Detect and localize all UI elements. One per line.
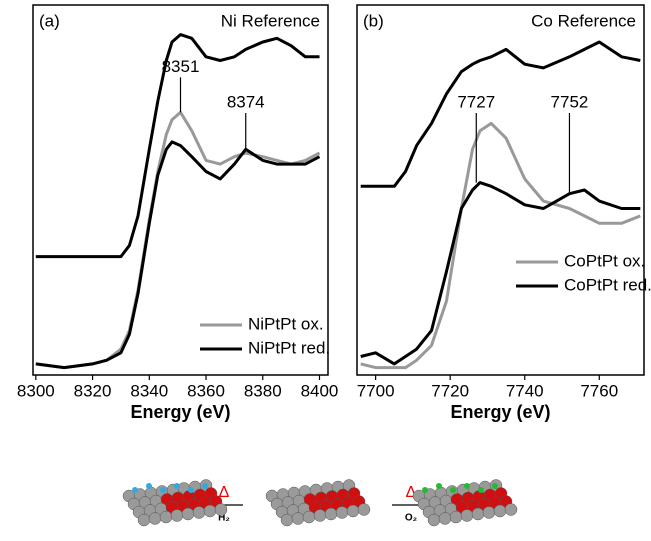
- atom: [214, 503, 228, 516]
- scheme-label: O₂: [405, 513, 417, 524]
- atom: [346, 504, 360, 518]
- adatom: [202, 483, 208, 489]
- scheme-label: Δ: [406, 484, 417, 501]
- atom: [460, 509, 474, 522]
- atom: [504, 503, 518, 516]
- atom: [280, 513, 294, 527]
- adatom: [132, 487, 138, 493]
- annotation-label: 8374: [227, 92, 265, 111]
- panel-label: (b): [363, 11, 384, 30]
- atom: [449, 510, 463, 524]
- annotation-label: 8351: [162, 57, 200, 76]
- data-line: [360, 121, 641, 370]
- series-label: Co Reference: [531, 11, 636, 30]
- x-tick-label: 7700: [357, 381, 395, 400]
- atom: [438, 512, 452, 525]
- atom: [159, 510, 173, 524]
- adatom: [146, 483, 152, 489]
- annotation-label: 7727: [457, 92, 495, 111]
- x-tick-label: 7740: [506, 381, 544, 400]
- data-line: [360, 40, 641, 188]
- atom: [324, 507, 338, 521]
- adatom: [464, 483, 470, 489]
- scheme-label: H₂: [218, 513, 230, 524]
- legend-label: NiPtPt ox.: [248, 314, 324, 333]
- atom: [313, 509, 327, 522]
- data-line: [35, 33, 320, 259]
- atom: [170, 509, 184, 522]
- adatom: [492, 483, 498, 489]
- x-tick-label: 8300: [17, 381, 55, 400]
- atom: [192, 506, 206, 519]
- adatom: [422, 487, 428, 493]
- plot-frame: [32, 4, 329, 376]
- annotation-label: 7752: [551, 92, 589, 111]
- x-tick-label: 8400: [301, 381, 339, 400]
- atom: [203, 504, 217, 518]
- x-tick-label: 8360: [187, 381, 225, 400]
- adatom: [174, 483, 180, 489]
- atom: [335, 506, 349, 519]
- atom: [357, 503, 371, 516]
- x-tick-label: 7720: [431, 381, 469, 400]
- adatom: [188, 487, 194, 493]
- legend-label: CoPtPt red.: [564, 275, 651, 294]
- x-axis-label: Energy (eV): [450, 402, 550, 422]
- atom: [302, 510, 316, 524]
- series-label: Ni Reference: [221, 11, 320, 30]
- legend-label: CoPtPt ox.: [564, 251, 645, 270]
- atom: [181, 507, 195, 521]
- panel-label: (a): [39, 11, 60, 30]
- adatom: [436, 483, 442, 489]
- scheme-label: Δ: [219, 484, 230, 501]
- legend-label: NiPtPt red.: [248, 338, 330, 357]
- data-line: [35, 140, 321, 370]
- adatom: [160, 487, 166, 493]
- x-tick-label: 7760: [580, 381, 618, 400]
- adatom: [478, 487, 484, 493]
- x-axis-label: Energy (eV): [130, 402, 230, 422]
- atom: [137, 513, 151, 527]
- atom: [427, 513, 441, 527]
- x-tick-label: 8340: [130, 381, 168, 400]
- atom: [148, 512, 162, 525]
- atom: [291, 512, 305, 525]
- atom: [471, 507, 485, 521]
- atom: [493, 504, 507, 518]
- adatom: [450, 487, 456, 493]
- data-line: [360, 181, 641, 366]
- data-line: [35, 110, 321, 370]
- atom: [482, 506, 496, 519]
- x-tick-label: 8320: [74, 381, 112, 400]
- plot-frame: [356, 4, 645, 376]
- x-tick-label: 8380: [244, 381, 282, 400]
